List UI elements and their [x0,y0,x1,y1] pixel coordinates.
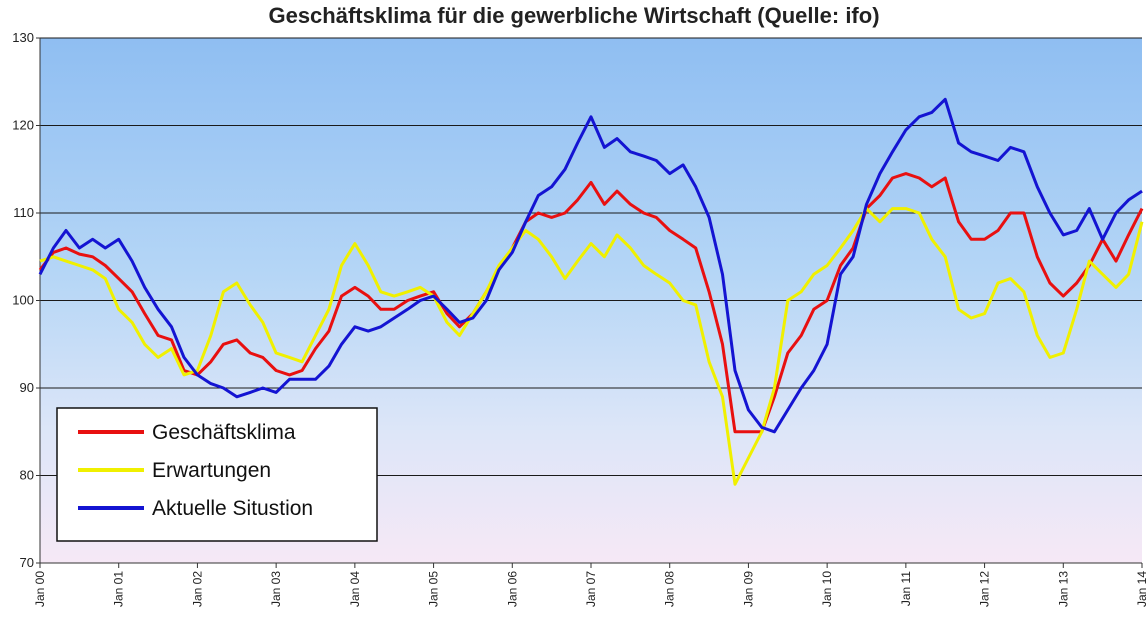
x-tick-label: Jan 10 [820,571,834,607]
x-tick-label: Jan 05 [427,571,441,607]
x-tick-label: Jan 01 [112,571,126,607]
chart-title: Geschäftsklima für die gewerbliche Wirts… [268,3,880,28]
series-line-1 [38,172,1144,434]
y-tick-label: 120 [12,118,34,133]
series-layer [38,97,1144,486]
x-tick-label: Jan 11 [899,571,913,606]
x-tick-label: Jan 12 [978,571,992,607]
legend-label: Geschäftsklima [152,421,296,444]
axes: 70 80 90 100 110 120 130 Jan 00 Jan 01 Jan 02 Jan … [12,30,1148,607]
x-tick-label: Jan 00 [33,571,47,607]
legend-label: Aktuelle Situstion [152,497,313,520]
x-tick-label: Jan 03 [269,571,283,607]
x-tick-label: Jan 14 [1135,571,1148,607]
x-tick-label: Jan 02 [190,571,204,607]
series-line-3 [38,97,1143,434]
x-tick-label: Jan 04 [348,571,362,607]
x-tick-label: Jan 07 [584,571,598,607]
y-tick-label: 70 [20,555,34,570]
legend: Geschäftsklima Erwartungen Aktuelle Situst… [56,407,378,542]
x-tick-label: Jan 06 [505,571,519,607]
x-tick-label: Jan 09 [741,571,755,607]
series-line-2 [39,207,1144,486]
y-tick-label: 130 [12,30,34,45]
y-tick-label: 90 [20,380,34,395]
x-tick-label: Jan 08 [663,571,677,607]
y-tick-label: 80 [20,468,34,483]
x-tick-label: Jan 13 [1056,571,1070,607]
y-tick-label: 110 [13,205,34,220]
y-tick-label: 100 [12,293,34,308]
legend-label: Erwartungen [152,459,271,482]
